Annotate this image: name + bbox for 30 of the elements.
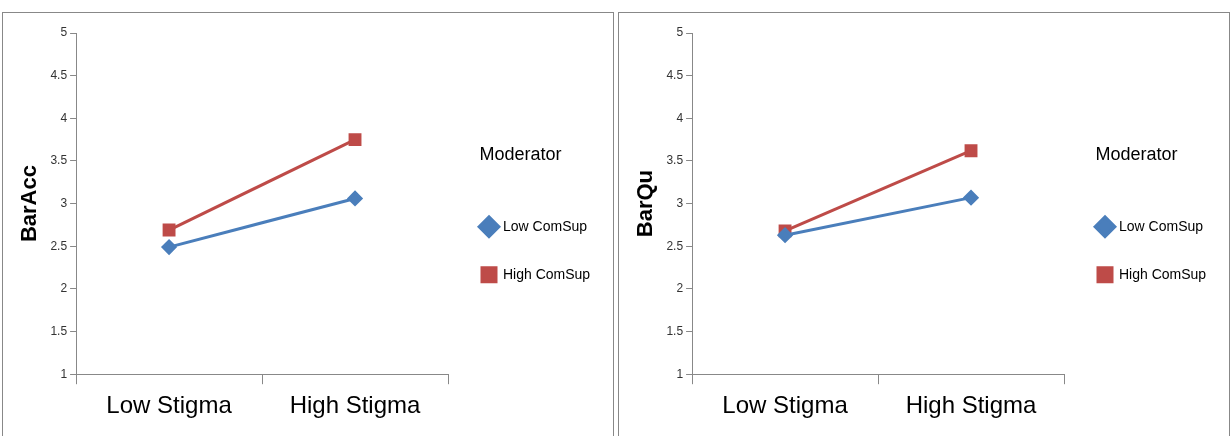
y-tick-label: 4: [676, 110, 684, 125]
y-tick-label: 3.5: [50, 153, 68, 168]
y-tick-label: 1.5: [666, 323, 684, 338]
y-axis-title: BarQu: [632, 169, 658, 238]
y-axis-title: BarAcc: [16, 165, 42, 243]
y-tick-label: 5: [676, 25, 684, 40]
y-tick-label: 3: [676, 195, 684, 210]
legend-title: Moderator: [479, 144, 562, 165]
y-tick-label: 2: [60, 281, 68, 296]
legend-label: High ComSup: [503, 265, 591, 282]
y-tick-label: 4.5: [50, 67, 68, 82]
y-tick-label: 4: [60, 110, 68, 125]
y-tick-label: 1: [676, 366, 684, 381]
x-tick-label: Low Stigma: [722, 391, 849, 419]
y-tick-label: 1.5: [50, 323, 68, 338]
y-tick-label: 5: [60, 25, 68, 40]
y-tick-label: 1: [60, 366, 68, 381]
y-tick-label: 4.5: [666, 67, 684, 82]
y-tick-label: 2.5: [50, 238, 68, 253]
y-tick-label: 3.5: [666, 153, 684, 168]
x-tick-label: High Stigma: [905, 391, 1038, 419]
legend-label: Low ComSup: [1119, 217, 1204, 234]
legend-label: High ComSup: [1119, 265, 1207, 282]
x-tick-label: High Stigma: [289, 391, 422, 419]
legend-label: Low ComSup: [503, 217, 588, 234]
y-tick-label: 3: [60, 195, 68, 210]
y-tick-label: 2: [676, 281, 684, 296]
legend-title: Moderator: [1095, 144, 1178, 165]
y-tick-label: 2.5: [666, 238, 684, 253]
x-tick-label: Low Stigma: [106, 391, 233, 419]
